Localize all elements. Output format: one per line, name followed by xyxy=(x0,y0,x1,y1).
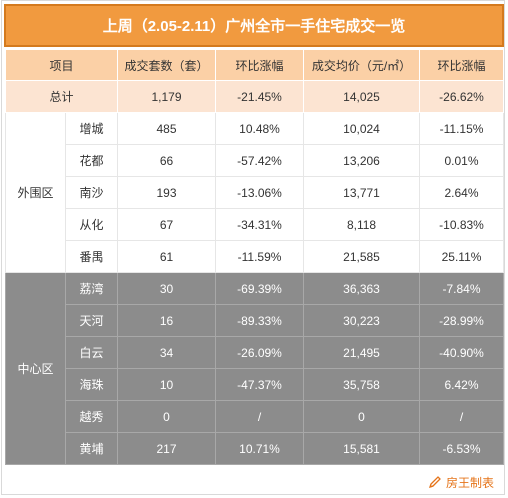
units-change-cell: 10.48% xyxy=(215,112,305,145)
region-label: 外围区 xyxy=(5,112,66,273)
units-change-cell: -47.37% xyxy=(215,368,305,401)
total-units: 1,179 xyxy=(117,80,217,113)
units-cell: 30 xyxy=(117,272,217,305)
header-units: 成交套数（套） xyxy=(117,49,217,81)
district-name: 越秀 xyxy=(64,400,119,433)
total-price: 14,025 xyxy=(303,80,421,113)
price-cell: 15,581 xyxy=(303,432,421,465)
table-row: 白云 34 -26.09% 21,495 -40.90% xyxy=(6,336,505,369)
district-name: 增城 xyxy=(64,112,119,145)
district-name: 番禺 xyxy=(64,240,119,273)
units-change-cell: -13.06% xyxy=(215,176,305,209)
table-row: 花都 66 -57.42% 13,206 0.01% xyxy=(6,144,505,177)
price-cell: 35,758 xyxy=(303,368,421,401)
table-row: 中心区 荔湾 30 -69.39% 36,363 -7.84% xyxy=(5,272,505,465)
table-row: 海珠 10 -47.37% 35,758 6.42% xyxy=(6,368,505,401)
units-cell: 16 xyxy=(117,304,217,337)
transaction-table: 项目 成交套数（套） 环比涨幅 成交均价（元/㎡） 环比涨幅 总计 1,179 … xyxy=(4,49,505,465)
region-label: 中心区 xyxy=(5,272,66,465)
district-name: 南沙 xyxy=(64,176,119,209)
pencil-icon xyxy=(428,475,442,489)
district-name: 黄埔 xyxy=(64,432,119,465)
units-cell: 66 xyxy=(117,144,217,177)
header-row: 项目 成交套数（套） 环比涨幅 成交均价（元/㎡） 环比涨幅 xyxy=(4,49,505,81)
price-cell: 8,118 xyxy=(303,208,421,241)
price-change-cell: -10.83% xyxy=(419,208,505,241)
header-price-change: 环比涨幅 xyxy=(419,49,505,81)
price-cell: 10,024 xyxy=(303,112,421,145)
price-change-cell: 6.42% xyxy=(419,368,505,401)
table-row: 外围区 增城 485 10.48% 10,024 -11.15% xyxy=(5,112,505,273)
price-change-cell: -7.84% xyxy=(419,272,505,305)
units-cell: 61 xyxy=(117,240,217,273)
district-name: 荔湾 xyxy=(64,272,119,305)
price-change-cell: -11.15% xyxy=(419,112,505,145)
units-change-cell: -11.59% xyxy=(215,240,305,273)
source-credit: 房王制表 xyxy=(428,472,494,492)
units-cell: 0 xyxy=(117,400,217,433)
units-cell: 193 xyxy=(117,176,217,209)
units-cell: 10 xyxy=(117,368,217,401)
district-name: 花都 xyxy=(64,144,119,177)
price-change-cell: / xyxy=(419,400,505,433)
units-cell: 485 xyxy=(117,112,217,145)
header-item: 项目 xyxy=(4,49,119,81)
price-cell: 13,771 xyxy=(303,176,421,209)
units-change-cell: -26.09% xyxy=(215,336,305,369)
price-change-cell: -40.90% xyxy=(419,336,505,369)
table-row: 越秀 0/0/ xyxy=(6,400,505,433)
units-change-cell: 10.71% xyxy=(215,432,305,465)
price-cell: 21,585 xyxy=(303,240,421,273)
table-row: 番禺 61 -11.59% 21,585 25.11% xyxy=(6,240,505,273)
source-text: 房王制表 xyxy=(445,475,494,490)
price-change-cell: -28.99% xyxy=(419,304,505,337)
district-name: 海珠 xyxy=(64,368,119,401)
total-price-change: -26.62% xyxy=(419,80,505,113)
table-row: 南沙 193 -13.06% 13,771 2.64% xyxy=(6,176,505,209)
price-cell: 13,206 xyxy=(303,144,421,177)
units-change-cell: -89.33% xyxy=(215,304,305,337)
district-name: 白云 xyxy=(64,336,119,369)
price-cell: 36,363 xyxy=(303,272,421,305)
units-cell: 67 xyxy=(117,208,217,241)
price-change-cell: -6.53% xyxy=(419,432,505,465)
total-label: 总计 xyxy=(4,80,119,113)
units-change-cell: -57.42% xyxy=(215,144,305,177)
district-name: 从化 xyxy=(64,208,119,241)
units-change-cell: / xyxy=(215,400,305,433)
table-title: 上周（2.05-2.11）广州全市一手住宅成交一览 xyxy=(4,4,504,47)
total-row: 总计 1,179 -21.45% 14,025 -26.62% xyxy=(4,80,505,113)
units-change-cell: -34.31% xyxy=(215,208,305,241)
price-cell: 0 xyxy=(303,400,421,433)
price-cell: 21,495 xyxy=(303,336,421,369)
units-cell: 34 xyxy=(117,336,217,369)
price-change-cell: 2.64% xyxy=(419,176,505,209)
header-units-change: 环比涨幅 xyxy=(215,49,305,81)
table-row: 天河 16 -89.33% 30,223 -28.99% xyxy=(6,304,505,337)
total-units-change: -21.45% xyxy=(215,80,305,113)
price-cell: 30,223 xyxy=(303,304,421,337)
table-row: 黄埔 217 10.71% 15,581 -6.53% xyxy=(6,432,505,465)
table-row: 从化 67 -34.31% 8,118 -10.83% xyxy=(6,208,505,241)
price-change-cell: 0.01% xyxy=(419,144,505,177)
units-change-cell: -69.39% xyxy=(215,272,305,305)
header-price: 成交均价（元/㎡） xyxy=(303,49,421,81)
district-name: 天河 xyxy=(64,304,119,337)
units-cell: 217 xyxy=(117,432,217,465)
price-change-cell: 25.11% xyxy=(419,240,505,273)
